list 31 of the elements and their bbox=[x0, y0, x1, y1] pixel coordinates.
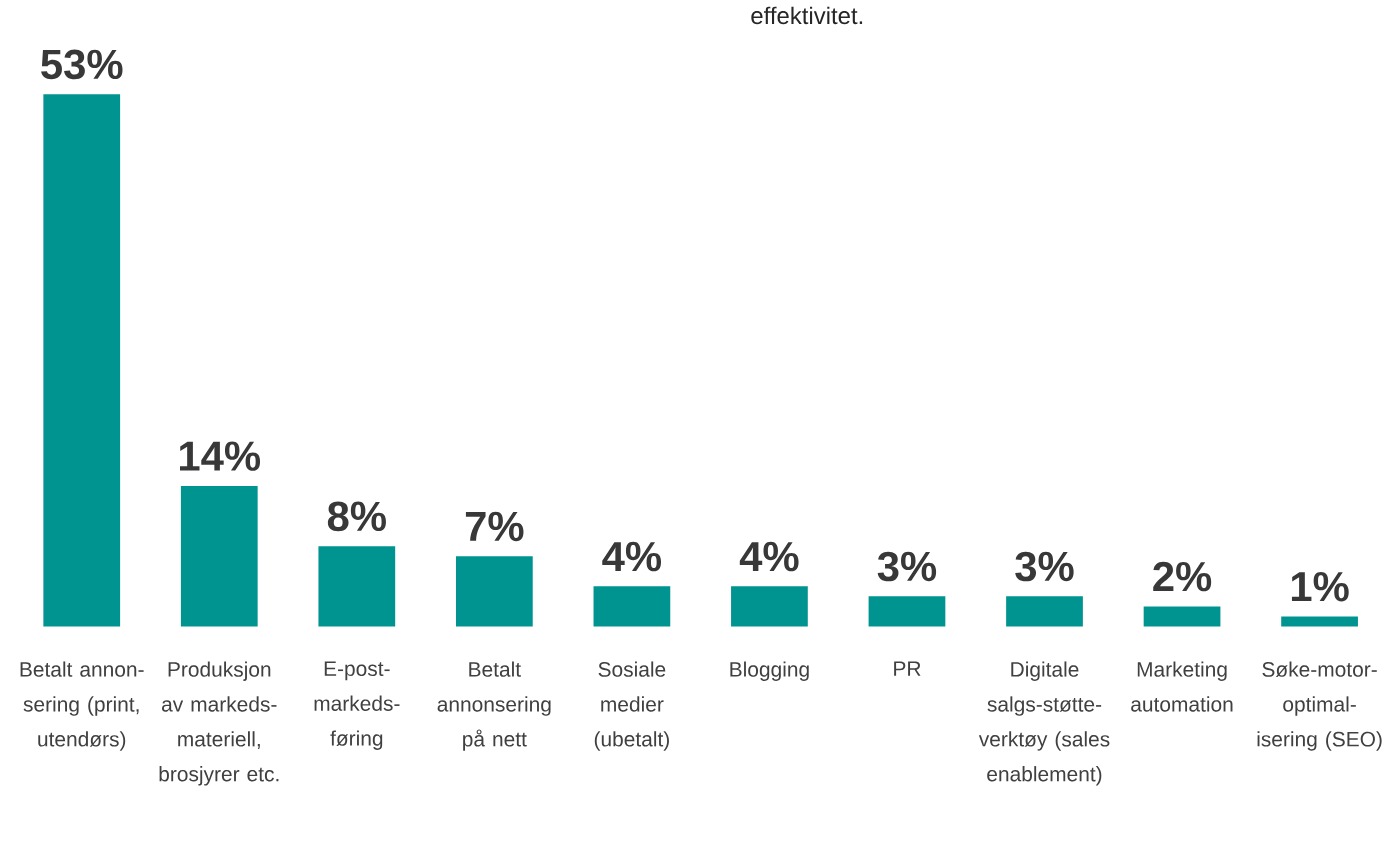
chart-title: effektivitet. bbox=[751, 6, 863, 25]
x-tick-label: E-post-markeds-føring bbox=[314, 661, 400, 751]
x-tick-label: Blogging bbox=[730, 661, 809, 682]
x-tick-label: Betalt annon-sering (print, utendørs) bbox=[20, 661, 144, 751]
bar bbox=[43, 94, 121, 627]
data-label: 53% bbox=[41, 49, 123, 80]
bar bbox=[1143, 606, 1221, 627]
data-label: 3% bbox=[877, 551, 937, 582]
data-label: 7% bbox=[465, 511, 524, 542]
bar bbox=[731, 586, 808, 627]
x-tick-label: Marketing automation bbox=[1131, 661, 1233, 712]
data-label: 2% bbox=[1153, 561, 1212, 592]
bar bbox=[180, 486, 258, 627]
data-label: 3% bbox=[1015, 551, 1074, 582]
bar bbox=[455, 556, 533, 627]
bar bbox=[868, 596, 946, 627]
data-label: 14% bbox=[180, 441, 261, 472]
data-label: 4% bbox=[602, 541, 662, 572]
x-tick-label: Søke-motor-optimal-isering (SEO) bbox=[1257, 661, 1382, 751]
x-tick-label: PR bbox=[894, 661, 921, 676]
x-tick-label: Digitale salgs-støtte-verktøy (sales enablement) bbox=[978, 661, 1110, 786]
x-tick-label: Produksjon av markeds-materiell, brosjyrer etc. bbox=[159, 661, 279, 786]
bar bbox=[593, 586, 671, 627]
x-tick-label: Betalt annonsering på nett bbox=[437, 661, 551, 751]
data-label: 8% bbox=[327, 501, 386, 532]
x-tick-label: Sosiale medier (ubetalt) bbox=[594, 661, 669, 751]
bar bbox=[318, 546, 396, 627]
bar bbox=[1006, 596, 1083, 627]
data-label: 4% bbox=[739, 541, 799, 572]
bar bbox=[1281, 616, 1358, 627]
data-label: 1% bbox=[1291, 572, 1349, 602]
